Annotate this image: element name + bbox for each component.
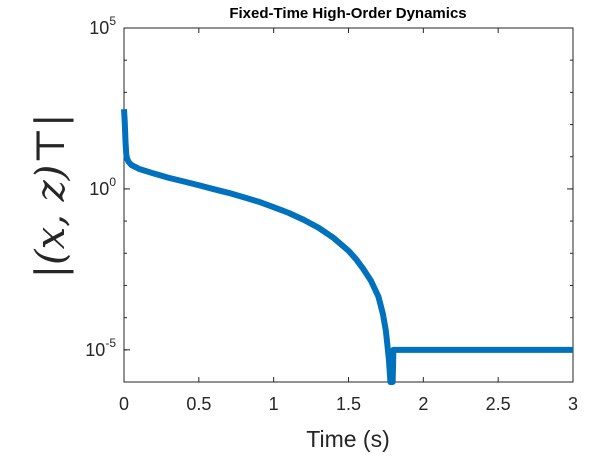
x-tick-label: 2.5 xyxy=(486,394,511,414)
y-tick-label: 10-5 xyxy=(85,336,116,360)
x-axis-label: Time (s) xyxy=(306,426,389,452)
plot-axes: 0 0.5 1 1.5 2 2.5 3 105 100 10-5 xyxy=(85,14,578,414)
x-tick-label: 0 xyxy=(119,394,129,414)
series-line xyxy=(121,109,573,385)
x-tick-label: 3 xyxy=(568,394,578,414)
y-tick-label: 105 xyxy=(89,14,116,38)
x-tick-label: 0.5 xyxy=(186,394,211,414)
y-axis-ticks: 105 100 10-5 xyxy=(85,14,573,383)
x-tick-label: 2 xyxy=(418,394,428,414)
y-axis-label: |(x, z)⊤| xyxy=(28,114,74,279)
y-tick-label: 100 xyxy=(89,175,116,199)
series-layer xyxy=(121,109,573,385)
chart-title: Fixed-Time High-Order Dynamics xyxy=(229,5,466,22)
plot-area xyxy=(123,27,574,383)
x-axis-ticks: 0 0.5 1 1.5 2 2.5 3 xyxy=(119,28,578,414)
x-tick-label: 1.5 xyxy=(336,394,361,414)
x-tick-label: 1 xyxy=(269,394,279,414)
